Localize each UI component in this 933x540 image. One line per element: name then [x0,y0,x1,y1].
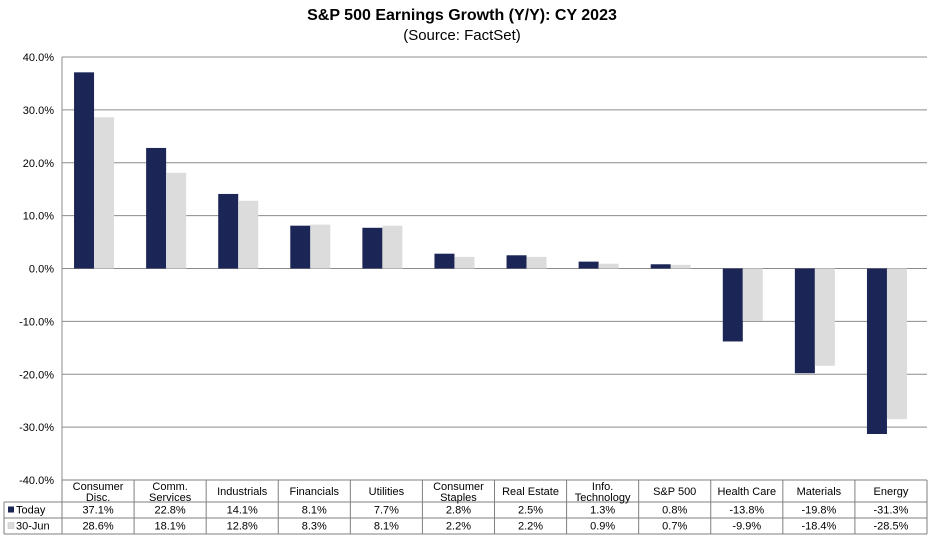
y-tick-label: 30.0% [23,105,54,117]
bar-30-jun [670,264,691,269]
data-label: 2.8% [446,505,471,517]
data-label: 0.9% [590,521,615,533]
y-tick-label: 10.0% [23,211,54,223]
bar-today [218,193,239,269]
category-label: Disc. [86,492,110,504]
data-label: -13.8% [729,505,764,517]
bar-30-jun [310,224,331,269]
data-label: 0.8% [662,505,687,517]
bar-today [506,255,527,269]
category-label: Consumer [73,481,124,493]
bar-today [794,268,815,374]
data-label: 2.2% [518,521,543,533]
data-label: 8.1% [374,521,399,533]
category-label: Comm. [152,481,187,493]
data-label: 2.2% [446,521,471,533]
data-label: 18.1% [155,521,186,533]
category-label: Services [149,492,192,504]
bar-30-jun [742,268,763,321]
y-tick-label: 20.0% [23,158,54,170]
category-label: Health Care [717,486,776,498]
category-label: Info. [592,481,613,493]
category-label: Energy [874,486,909,498]
category-label: Financials [290,486,340,498]
y-tick-label: -40.0% [19,475,54,487]
bar-today [722,268,743,342]
data-label: -9.9% [732,521,761,533]
bar-30-jun [238,200,259,269]
chart-subtitle: (Source: FactSet) [403,27,521,44]
bar-today [74,72,95,269]
bar-today [290,225,311,269]
category-label: Technology [575,492,631,504]
y-tick-label: 0.0% [29,264,54,276]
data-label: 8.1% [302,505,327,517]
bars [74,72,907,434]
category-label: Industrials [217,486,268,498]
y-axis-ticks: 40.0% 30.0% 20.0% 10.0% 0.0% -10.0% -20.0% -30.… [19,52,54,487]
data-label: -31.3% [874,505,909,517]
bar-30-jun [886,268,907,420]
bar-30-jun [598,263,619,269]
bar-today [578,261,599,269]
bar-30-jun [526,256,547,269]
data-label: 2.5% [518,505,543,517]
y-tick-label: -30.0% [19,422,54,434]
bar-30-jun [814,268,835,366]
bar-30-jun [382,225,403,269]
data-label: -18.4% [801,521,836,533]
y-tick-label: 40.0% [23,52,54,64]
data-label: 14.1% [227,505,258,517]
legend-label: Today [16,505,46,517]
category-label: Materials [797,486,842,498]
bar-30-jun [454,256,475,269]
data-label: 12.8% [227,521,258,533]
y-tick-label: -20.0% [19,369,54,381]
category-label: Staples [440,492,477,504]
category-label: Utilities [369,486,405,498]
bar-today [650,264,671,269]
category-label: Consumer [433,481,484,493]
legend-key [8,506,14,513]
bar-today [362,227,383,269]
data-label: 22.8% [155,505,186,517]
data-label: 0.7% [662,521,687,533]
bar-today [146,147,167,269]
chart-title: S&P 500 Earnings Growth (Y/Y): CY 2023 [307,7,617,24]
legend-label: 30-Jun [16,521,50,533]
category-label: S&P 500 [653,486,696,498]
data-label: 28.6% [82,521,113,533]
bar-today [434,253,455,269]
data-label: 7.7% [374,505,399,517]
legend-key [7,522,15,529]
bar-30-jun [94,117,115,269]
bar-30-jun [166,172,187,269]
y-tick-label: -10.0% [19,316,54,328]
category-label: Real Estate [502,486,559,498]
data-label: -28.5% [874,521,909,533]
data-label: 37.1% [82,505,113,517]
bar-today [866,268,887,434]
data-label: 8.3% [302,521,327,533]
data-label: -19.8% [801,505,836,517]
data-label: 1.3% [590,505,615,517]
